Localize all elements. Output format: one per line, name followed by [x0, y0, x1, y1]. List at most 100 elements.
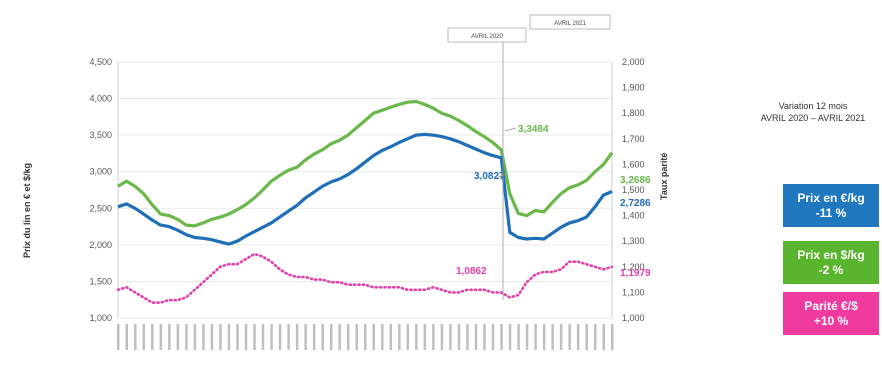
x-tick-label [466, 324, 469, 350]
badge-price-usd-value: -2 % [818, 262, 844, 277]
flax-price-chart: 4,500 4,000 3,500 3,000 2,500 2,000 1,500 1,000… [22, 14, 669, 350]
x-tick-label [576, 324, 580, 350]
x-tick-label [491, 324, 495, 350]
x-tick-label [236, 324, 239, 350]
right-tick-label: 1,100 [622, 287, 645, 297]
right-tick-label: 1,200 [622, 262, 645, 272]
right-tick-label: 1,600 [622, 159, 645, 169]
x-tick-label [227, 324, 231, 350]
series-line-parity [116, 252, 614, 304]
x-tick-label [551, 324, 554, 350]
series-lines [116, 99, 614, 304]
annotation-eur: 2,7286 [620, 198, 651, 209]
x-tick-label [389, 324, 393, 350]
left-tick-label: 1,500 [89, 276, 112, 286]
x-tick-label [406, 324, 410, 350]
right-axis-ticks: 2,000 1,900 1,800 1,700 1,600 1,500 1,400 1,300… [622, 57, 645, 323]
x-tick-label [423, 324, 427, 350]
left-tick-label: 1,000 [89, 313, 112, 323]
variation-period: AVRIL 2020 – AVRIL 2021 [760, 113, 866, 123]
badge-price-eur: Prix en €/kg -11 % [783, 184, 879, 227]
left-tick-label: 4,000 [89, 94, 112, 104]
x-tick-label [142, 324, 146, 350]
x-tick-label [321, 324, 324, 350]
left-tick-label: 3,000 [89, 167, 112, 177]
x-tick-label [517, 324, 520, 350]
x-tick-label [176, 324, 180, 350]
x-tick-label [398, 324, 401, 350]
right-axis-title: Taux parité [659, 153, 669, 200]
x-tick-label [202, 324, 205, 350]
annotation-usd: 3,3484 [518, 124, 549, 135]
callout-april-2021: AVRIL 2021 [554, 21, 586, 27]
right-tick-label: 1,700 [622, 134, 645, 144]
x-tick-label [278, 324, 282, 350]
x-tick-label [432, 324, 435, 350]
right-tick-label: 1,900 [622, 83, 645, 93]
x-tick-label [483, 324, 486, 350]
variation-title: Variation 12 mois [778, 101, 848, 111]
annotation-eur: 3,0827 [474, 171, 505, 182]
x-tick-label [125, 324, 129, 350]
badge-parity-label: Parité €/$ [804, 298, 858, 313]
x-tick-label [449, 324, 452, 350]
x-tick-label [270, 324, 273, 350]
x-tick-label [304, 324, 307, 350]
x-tick-label [585, 324, 588, 350]
x-tick-label [474, 324, 478, 350]
series-line-usd [117, 99, 614, 228]
annotation-usd: 3,2686 [620, 175, 651, 186]
left-tick-label: 2,000 [89, 240, 112, 250]
x-tick-label [568, 324, 571, 350]
grid [117, 61, 613, 319]
x-tick-label [295, 324, 299, 350]
badge-parity: Parité €/$ +10 % [783, 292, 879, 335]
badge-parity-value: +10 % [813, 313, 849, 328]
badge-price-usd: Prix en $/kg -2 % [783, 241, 879, 284]
x-tick-label [457, 324, 461, 350]
right-tick-label: 1,500 [622, 185, 645, 195]
right-tick-label: 1,300 [622, 236, 645, 246]
right-tick-label: 1,800 [622, 108, 645, 118]
x-tick-label [185, 324, 188, 350]
x-tick-label [253, 324, 256, 350]
left-tick-label: 2,500 [89, 203, 112, 213]
x-tick-label [525, 324, 529, 350]
x-tick-label [261, 324, 265, 350]
x-tick-label [151, 324, 154, 350]
badge-price-usd-label: Prix en $/kg [797, 247, 865, 262]
badge-price-eur-value: -11 % [815, 205, 847, 220]
right-tick-label: 1,400 [622, 211, 645, 221]
left-axis-ticks: 4,500 4,000 3,500 3,000 2,500 2,000 1,500 1,000 [89, 57, 112, 323]
callout-box-april-2021 [529, 14, 611, 30]
x-tick-label [440, 324, 444, 350]
x-tick-label [593, 324, 597, 350]
x-tick-label [372, 324, 376, 350]
annotation-parity: 1,0862 [456, 266, 487, 277]
x-tick-label [346, 324, 350, 350]
value-annotations: 3,3484 3,0827 1,0862 3,2686 2,7286 1,1979 [456, 124, 651, 279]
annotation-parity: 1,1979 [620, 268, 651, 279]
x-tick-label [381, 324, 384, 350]
x-tick-label [312, 324, 316, 350]
x-tick-label [329, 324, 333, 350]
left-tick-label: 4,500 [89, 57, 112, 67]
x-tick-label [364, 324, 367, 350]
x-tick-label [534, 324, 537, 350]
x-tick-label [117, 324, 120, 350]
x-tick-label [338, 324, 341, 350]
x-tick-label [244, 324, 248, 350]
x-tick-label [134, 324, 137, 350]
badge-price-eur-label: Prix en €/kg [797, 190, 865, 205]
x-tick-label [159, 324, 163, 350]
x-tick-label [602, 324, 605, 350]
right-tick-label: 2,000 [622, 57, 645, 67]
x-tick-label [508, 324, 512, 350]
x-tick-label [287, 324, 290, 350]
x-tick-label [415, 324, 418, 350]
right-tick-label: 1,000 [622, 313, 645, 323]
x-tick-label [355, 324, 358, 350]
x-tick-label [500, 324, 503, 350]
x-tick-label [542, 324, 546, 350]
x-tick-label [193, 324, 197, 350]
